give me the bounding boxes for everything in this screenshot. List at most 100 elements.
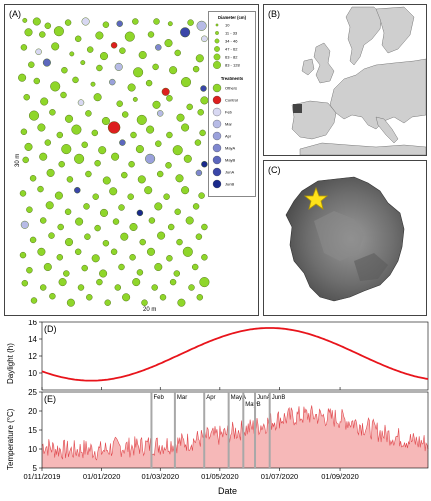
tree-point bbox=[139, 238, 146, 246]
daylight-y-tick-label: 12 bbox=[28, 352, 37, 361]
tree-point bbox=[46, 168, 55, 177]
tree-point bbox=[114, 62, 123, 71]
legend-diameter-symbol bbox=[215, 31, 219, 35]
tree-point bbox=[121, 111, 129, 118]
temperature-y-tick-label: 10 bbox=[28, 445, 37, 454]
tree-point bbox=[61, 66, 68, 74]
tree-point bbox=[194, 139, 202, 146]
legend-diameter-symbol bbox=[214, 46, 220, 52]
legend-treatment-label: Others bbox=[225, 86, 237, 91]
legend-treatment-label: JunA bbox=[225, 170, 234, 175]
legend-symbols: Diameter (cm) 10 11 - 33 34 - 46 47 - 62 63 -… bbox=[212, 15, 247, 189]
tree-point bbox=[136, 269, 144, 276]
legend-diameter-symbol bbox=[213, 53, 221, 61]
tree-point bbox=[74, 35, 82, 42]
tree-point bbox=[71, 124, 82, 135]
tree-point bbox=[157, 231, 166, 240]
tree-point bbox=[154, 263, 163, 272]
tree-point bbox=[33, 77, 40, 85]
tree-point bbox=[129, 222, 138, 231]
tree-point bbox=[51, 42, 60, 51]
tree-point bbox=[183, 154, 192, 163]
tree-point bbox=[23, 93, 30, 101]
daylight-y-tick-label: 16 bbox=[28, 320, 37, 327]
tree-point bbox=[201, 35, 208, 42]
tree-point bbox=[64, 208, 72, 216]
tree-point bbox=[191, 263, 199, 271]
tree-point bbox=[40, 284, 47, 291]
panel-a-label: (A) bbox=[9, 9, 21, 19]
tree-point bbox=[201, 223, 208, 231]
legend-treatment-symbol bbox=[212, 155, 222, 165]
tree-point bbox=[195, 233, 203, 240]
tree-point bbox=[19, 251, 27, 259]
panel-a-y-axis-label: 30 m bbox=[15, 153, 21, 167]
treatment-event-label: JunB bbox=[272, 395, 286, 401]
tree-point bbox=[66, 298, 75, 307]
tree-point bbox=[146, 125, 155, 134]
tree-point bbox=[35, 48, 42, 55]
tree-point bbox=[58, 278, 67, 287]
tree-point bbox=[180, 27, 191, 38]
legend-treatment-label: MayB bbox=[225, 158, 236, 163]
date-x-tick-label: 01/11/2019 bbox=[24, 472, 61, 481]
tree-point bbox=[77, 99, 85, 106]
tree-point bbox=[44, 22, 51, 29]
tree-point bbox=[81, 141, 88, 149]
tree-point bbox=[136, 114, 147, 125]
date-x-tick-label: 01/01/2020 bbox=[83, 472, 121, 481]
tree-point bbox=[102, 176, 111, 185]
study-site-star-icon bbox=[303, 186, 329, 210]
tree-point bbox=[53, 26, 64, 37]
tree-point bbox=[43, 263, 52, 272]
tree-point bbox=[29, 110, 40, 121]
tree-point bbox=[167, 223, 175, 231]
panel-c-galicia-map: (C) bbox=[263, 160, 427, 316]
date-x-tick-label: 01/09/2020 bbox=[321, 472, 359, 481]
temperature-y-axis-label: Temperature (°C) bbox=[6, 408, 15, 470]
tree-point bbox=[56, 131, 63, 139]
tree-point bbox=[195, 169, 203, 177]
tree-point bbox=[121, 171, 128, 179]
tree-point bbox=[145, 79, 153, 87]
tree-point bbox=[132, 97, 138, 102]
tree-point bbox=[196, 294, 204, 301]
tree-point bbox=[154, 202, 163, 211]
tree-point bbox=[20, 44, 28, 51]
tree-point bbox=[44, 139, 51, 146]
tree-point bbox=[45, 201, 54, 210]
tree-point bbox=[145, 153, 156, 164]
tree-point bbox=[86, 46, 94, 53]
legend-treatment-symbol bbox=[212, 167, 222, 177]
tree-point bbox=[167, 21, 173, 27]
panel-de-charts: 10 12 14 16 5 10 15 20 25 Feb Mar Apr MayA MayB JunA Ju… bbox=[4, 318, 429, 496]
legend-treatment-symbol bbox=[212, 83, 222, 93]
tree-point bbox=[91, 129, 99, 137]
tree-point bbox=[22, 156, 29, 164]
tree-point bbox=[74, 153, 85, 164]
tree-point bbox=[165, 162, 172, 169]
tree-point bbox=[96, 64, 103, 72]
tree-point bbox=[107, 121, 121, 134]
panel-e-label: (E) bbox=[44, 394, 56, 404]
tree-point bbox=[74, 186, 81, 194]
tree-point bbox=[114, 284, 122, 291]
legend-diameter-symbol bbox=[213, 61, 221, 69]
legend-diameter-label: 34 - 46 bbox=[225, 39, 238, 44]
tree-point bbox=[42, 58, 51, 67]
legend-treatment-symbol bbox=[212, 119, 222, 129]
tree-point bbox=[201, 160, 208, 168]
tree-point bbox=[128, 160, 135, 168]
tree-point bbox=[102, 21, 110, 28]
tree-point bbox=[177, 298, 186, 307]
tree-point bbox=[124, 31, 135, 42]
tree-point bbox=[176, 113, 185, 122]
temperature-series-line bbox=[41, 405, 429, 461]
daylight-y-tick-label: 10 bbox=[28, 369, 37, 378]
tree-point bbox=[50, 81, 61, 92]
legend-treatment-label: Mar bbox=[225, 122, 233, 127]
tree-point bbox=[116, 20, 123, 27]
tree-point bbox=[60, 91, 67, 99]
tree-point bbox=[197, 109, 204, 116]
tree-point bbox=[30, 297, 38, 304]
